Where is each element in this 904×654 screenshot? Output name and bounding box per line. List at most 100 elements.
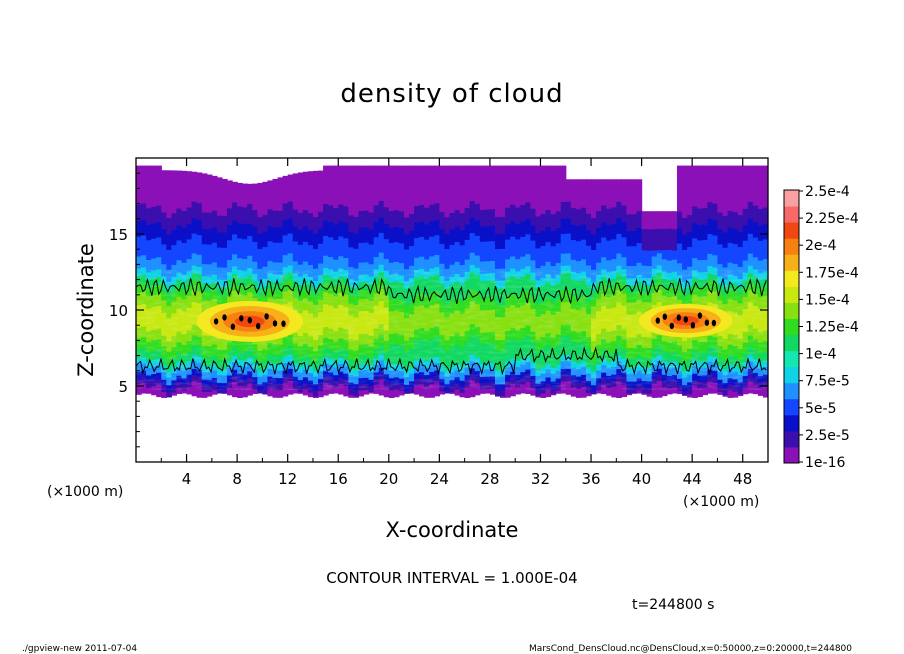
density-cell	[641, 211, 648, 230]
density-cell	[707, 253, 713, 267]
density-cell	[712, 234, 719, 256]
density-cell	[414, 205, 420, 223]
density-cell	[545, 209, 552, 227]
density-cell	[464, 386, 471, 398]
density-cell	[363, 165, 370, 211]
density-cell	[262, 181, 269, 216]
colorbar-swatch	[784, 366, 799, 384]
density-cell	[676, 211, 683, 229]
colorbar-label: 2.25e-4	[805, 211, 859, 227]
density-cell	[661, 258, 668, 272]
density-cell	[333, 239, 339, 260]
density-cell	[247, 183, 253, 205]
density-cell	[282, 219, 289, 236]
density-cell	[419, 256, 425, 269]
density-cell	[292, 225, 299, 242]
density-cell	[267, 240, 274, 262]
density-cell	[484, 225, 491, 242]
density-cell	[550, 393, 557, 396]
density-cell	[697, 239, 703, 261]
density-cell	[762, 238, 768, 260]
density-cell	[500, 165, 506, 217]
density-cell	[464, 259, 471, 272]
density-cell	[717, 263, 724, 277]
density-cell	[631, 230, 638, 247]
density-cell	[297, 244, 304, 265]
density-cell	[176, 207, 183, 226]
density-cell	[510, 165, 516, 205]
density-cell	[540, 392, 547, 398]
density-cell	[444, 248, 451, 269]
density-cell	[323, 220, 329, 236]
density-cell	[757, 240, 764, 261]
density-cell	[626, 387, 633, 394]
density-cell	[479, 260, 486, 274]
density-cell	[328, 165, 334, 206]
density-cell	[616, 179, 622, 202]
density-cell	[656, 249, 663, 254]
density-cell	[636, 389, 643, 394]
density-cell	[232, 181, 238, 203]
colorbar-label: 2e-4	[805, 238, 837, 254]
colorbar-label: 2.5e-5	[805, 428, 850, 444]
density-cell	[540, 230, 547, 246]
density-cell	[732, 228, 739, 245]
density-cell	[606, 259, 612, 273]
colorbar-label: 1.25e-4	[805, 320, 859, 336]
density-cell	[550, 165, 557, 215]
density-cell	[307, 212, 314, 230]
density-cell	[747, 233, 754, 254]
density-cell	[257, 389, 263, 394]
density-cell	[151, 238, 157, 259]
density-cell	[277, 389, 284, 398]
density-cell	[429, 204, 435, 222]
colorbar-swatch	[784, 206, 799, 223]
density-cell	[287, 217, 294, 234]
density-cell	[242, 206, 248, 225]
density-cell	[363, 261, 370, 275]
density-cell	[469, 252, 476, 265]
density-cell	[343, 222, 349, 239]
x-tick-label: 12	[278, 470, 297, 488]
density-cell	[732, 243, 739, 264]
density-cell	[505, 207, 511, 225]
density-cell	[565, 179, 572, 202]
density-cell	[560, 233, 567, 254]
density-cell	[515, 238, 521, 260]
density-cell	[343, 257, 349, 271]
density-cell	[702, 386, 708, 396]
density-cell	[737, 387, 744, 395]
density-cell	[211, 242, 218, 263]
density-cell	[424, 207, 430, 225]
density-cell	[383, 238, 390, 259]
density-cell	[636, 179, 643, 212]
density-cell	[232, 220, 238, 235]
density-cell	[136, 220, 142, 237]
density-cell	[333, 207, 339, 225]
density-cell	[585, 229, 592, 246]
density-cell	[762, 223, 768, 240]
density-cell	[687, 165, 693, 216]
density-cell	[651, 211, 658, 230]
contour-blob	[213, 318, 219, 325]
density-cell	[429, 236, 435, 257]
density-cell	[641, 228, 648, 251]
density-cell	[626, 230, 633, 247]
density-cell	[762, 386, 768, 398]
density-cell	[656, 252, 663, 266]
density-cell	[757, 225, 764, 241]
density-cell	[262, 214, 269, 232]
density-cell	[560, 218, 567, 234]
density-cell	[752, 205, 759, 223]
density-cell	[221, 215, 228, 233]
density-cell	[161, 170, 167, 213]
density-cell	[267, 225, 274, 242]
density-cell	[373, 165, 380, 206]
density-cell	[611, 179, 617, 208]
density-cell	[575, 225, 582, 242]
density-cell	[712, 202, 719, 221]
colorbar-label: 1e-16	[805, 455, 845, 471]
density-cell	[702, 165, 708, 209]
density-cell	[419, 165, 425, 205]
density-cell	[232, 265, 238, 275]
